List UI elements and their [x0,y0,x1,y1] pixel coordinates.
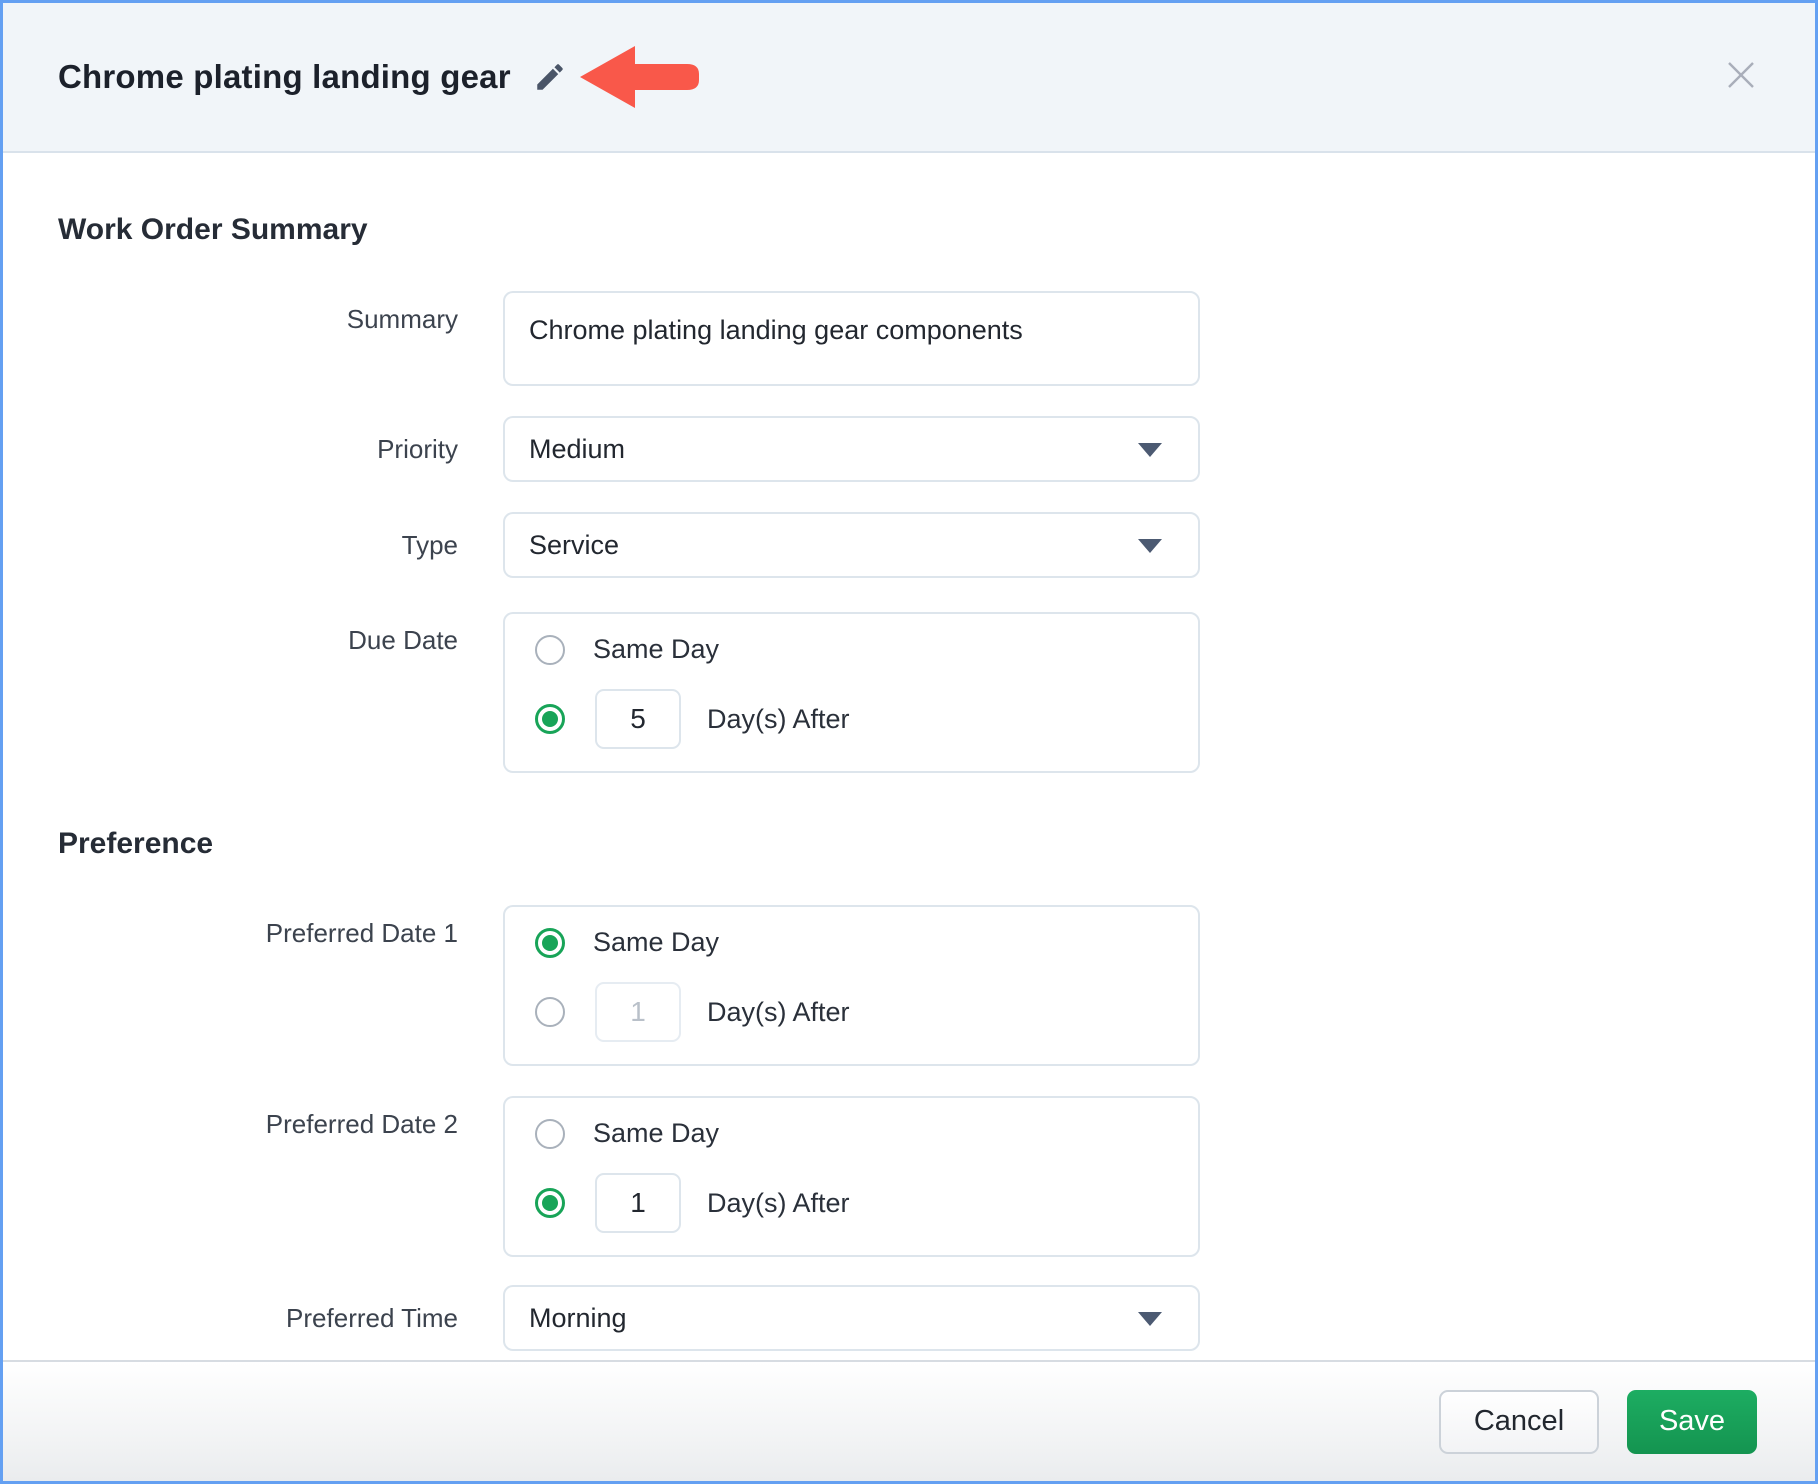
summary-row: Summary Chrome plating landing gear comp… [58,291,1815,386]
preferred-date-2-days-after-option: Day(s) After [535,1173,1168,1233]
priority-selected-value: Medium [529,433,626,464]
chevron-down-icon [1138,539,1162,553]
preferred-date-1-same-day-option: Same Day [535,927,1168,958]
preferred-date-1-days-after-radio[interactable] [535,997,565,1027]
due-date-radio-group: Same Day Day(s) After [503,612,1200,773]
preferred-time-selected-value: Morning [529,1302,627,1333]
due-date-days-after-radio[interactable] [535,704,565,734]
priority-select[interactable]: Medium [503,416,1200,482]
preferred-date-2-row: Preferred Date 2 Same Day Day(s) After [58,1096,1815,1257]
close-icon[interactable] [1719,53,1763,97]
preferred-date-2-same-day-radio[interactable] [535,1118,565,1149]
save-button[interactable]: Save [1627,1389,1757,1454]
pencil-icon [537,64,563,90]
edit-title-button[interactable] [533,60,567,94]
due-date-days-after-option: Day(s) After [535,689,1168,749]
priority-row: Priority Medium [58,416,1815,482]
page-title: Chrome plating landing gear [58,58,511,95]
modal-header: Chrome plating landing gear [3,3,1815,153]
due-date-days-input[interactable] [595,689,681,749]
preferred-date-2-days-input[interactable] [595,1173,681,1233]
preferred-time-label: Preferred Time [286,1303,458,1333]
type-select[interactable]: Service [503,512,1200,578]
preferred-date-1-same-day-radio[interactable] [535,927,565,958]
preferred-time-select[interactable]: Morning [503,1285,1200,1351]
preferred-date-1-days-after-option: Day(s) After [535,982,1168,1042]
chevron-down-icon [1138,443,1162,457]
red-arrow-annotation-icon [575,44,703,110]
summary-label: Summary [346,304,458,334]
cancel-button[interactable]: Cancel [1439,1389,1599,1454]
due-date-same-day-label: Same Day [593,634,720,664]
type-label: Type [401,530,458,560]
summary-input[interactable]: Chrome plating landing gear components [503,291,1200,386]
type-row: Type Service [58,512,1815,578]
due-date-same-day-radio[interactable] [535,634,565,665]
preferred-date-2-days-after-radio[interactable] [535,1188,565,1218]
chevron-down-icon [1138,1312,1162,1326]
section-heading-work-order-summary: Work Order Summary [58,213,368,246]
type-selected-value: Service [529,529,620,560]
priority-label: Priority [377,434,458,464]
due-date-same-day-option: Same Day [535,634,1168,665]
preferred-date-1-days-input [595,982,681,1042]
modal-body: Work Order Summary Summary Chrome platin… [3,155,1815,1366]
preferred-date-2-same-day-label: Same Day [593,1118,720,1148]
preferred-date-2-same-day-option: Same Day [535,1118,1168,1149]
due-date-days-after-label: Day(s) After [707,703,850,734]
preferred-date-2-days-after-label: Day(s) After [707,1187,850,1218]
preferred-date-1-radio-group: Same Day Day(s) After [503,905,1200,1066]
modal-footer: Cancel Save [3,1360,1815,1481]
preferred-date-1-label: Preferred Date 1 [265,918,458,948]
preferred-date-1-row: Preferred Date 1 Same Day Day(s) After [58,905,1815,1066]
preferred-time-row: Preferred Time Morning [58,1285,1815,1351]
section-heading-preference: Preference [58,827,214,860]
due-date-row: Due Date Same Day Day(s) After [58,612,1815,773]
preferred-date-1-same-day-label: Same Day [593,927,720,957]
preferred-date-2-radio-group: Same Day Day(s) After [503,1096,1200,1257]
preferred-date-1-days-after-label: Day(s) After [707,996,850,1027]
due-date-label: Due Date [348,625,458,655]
preferred-date-2-label: Preferred Date 2 [265,1109,458,1139]
